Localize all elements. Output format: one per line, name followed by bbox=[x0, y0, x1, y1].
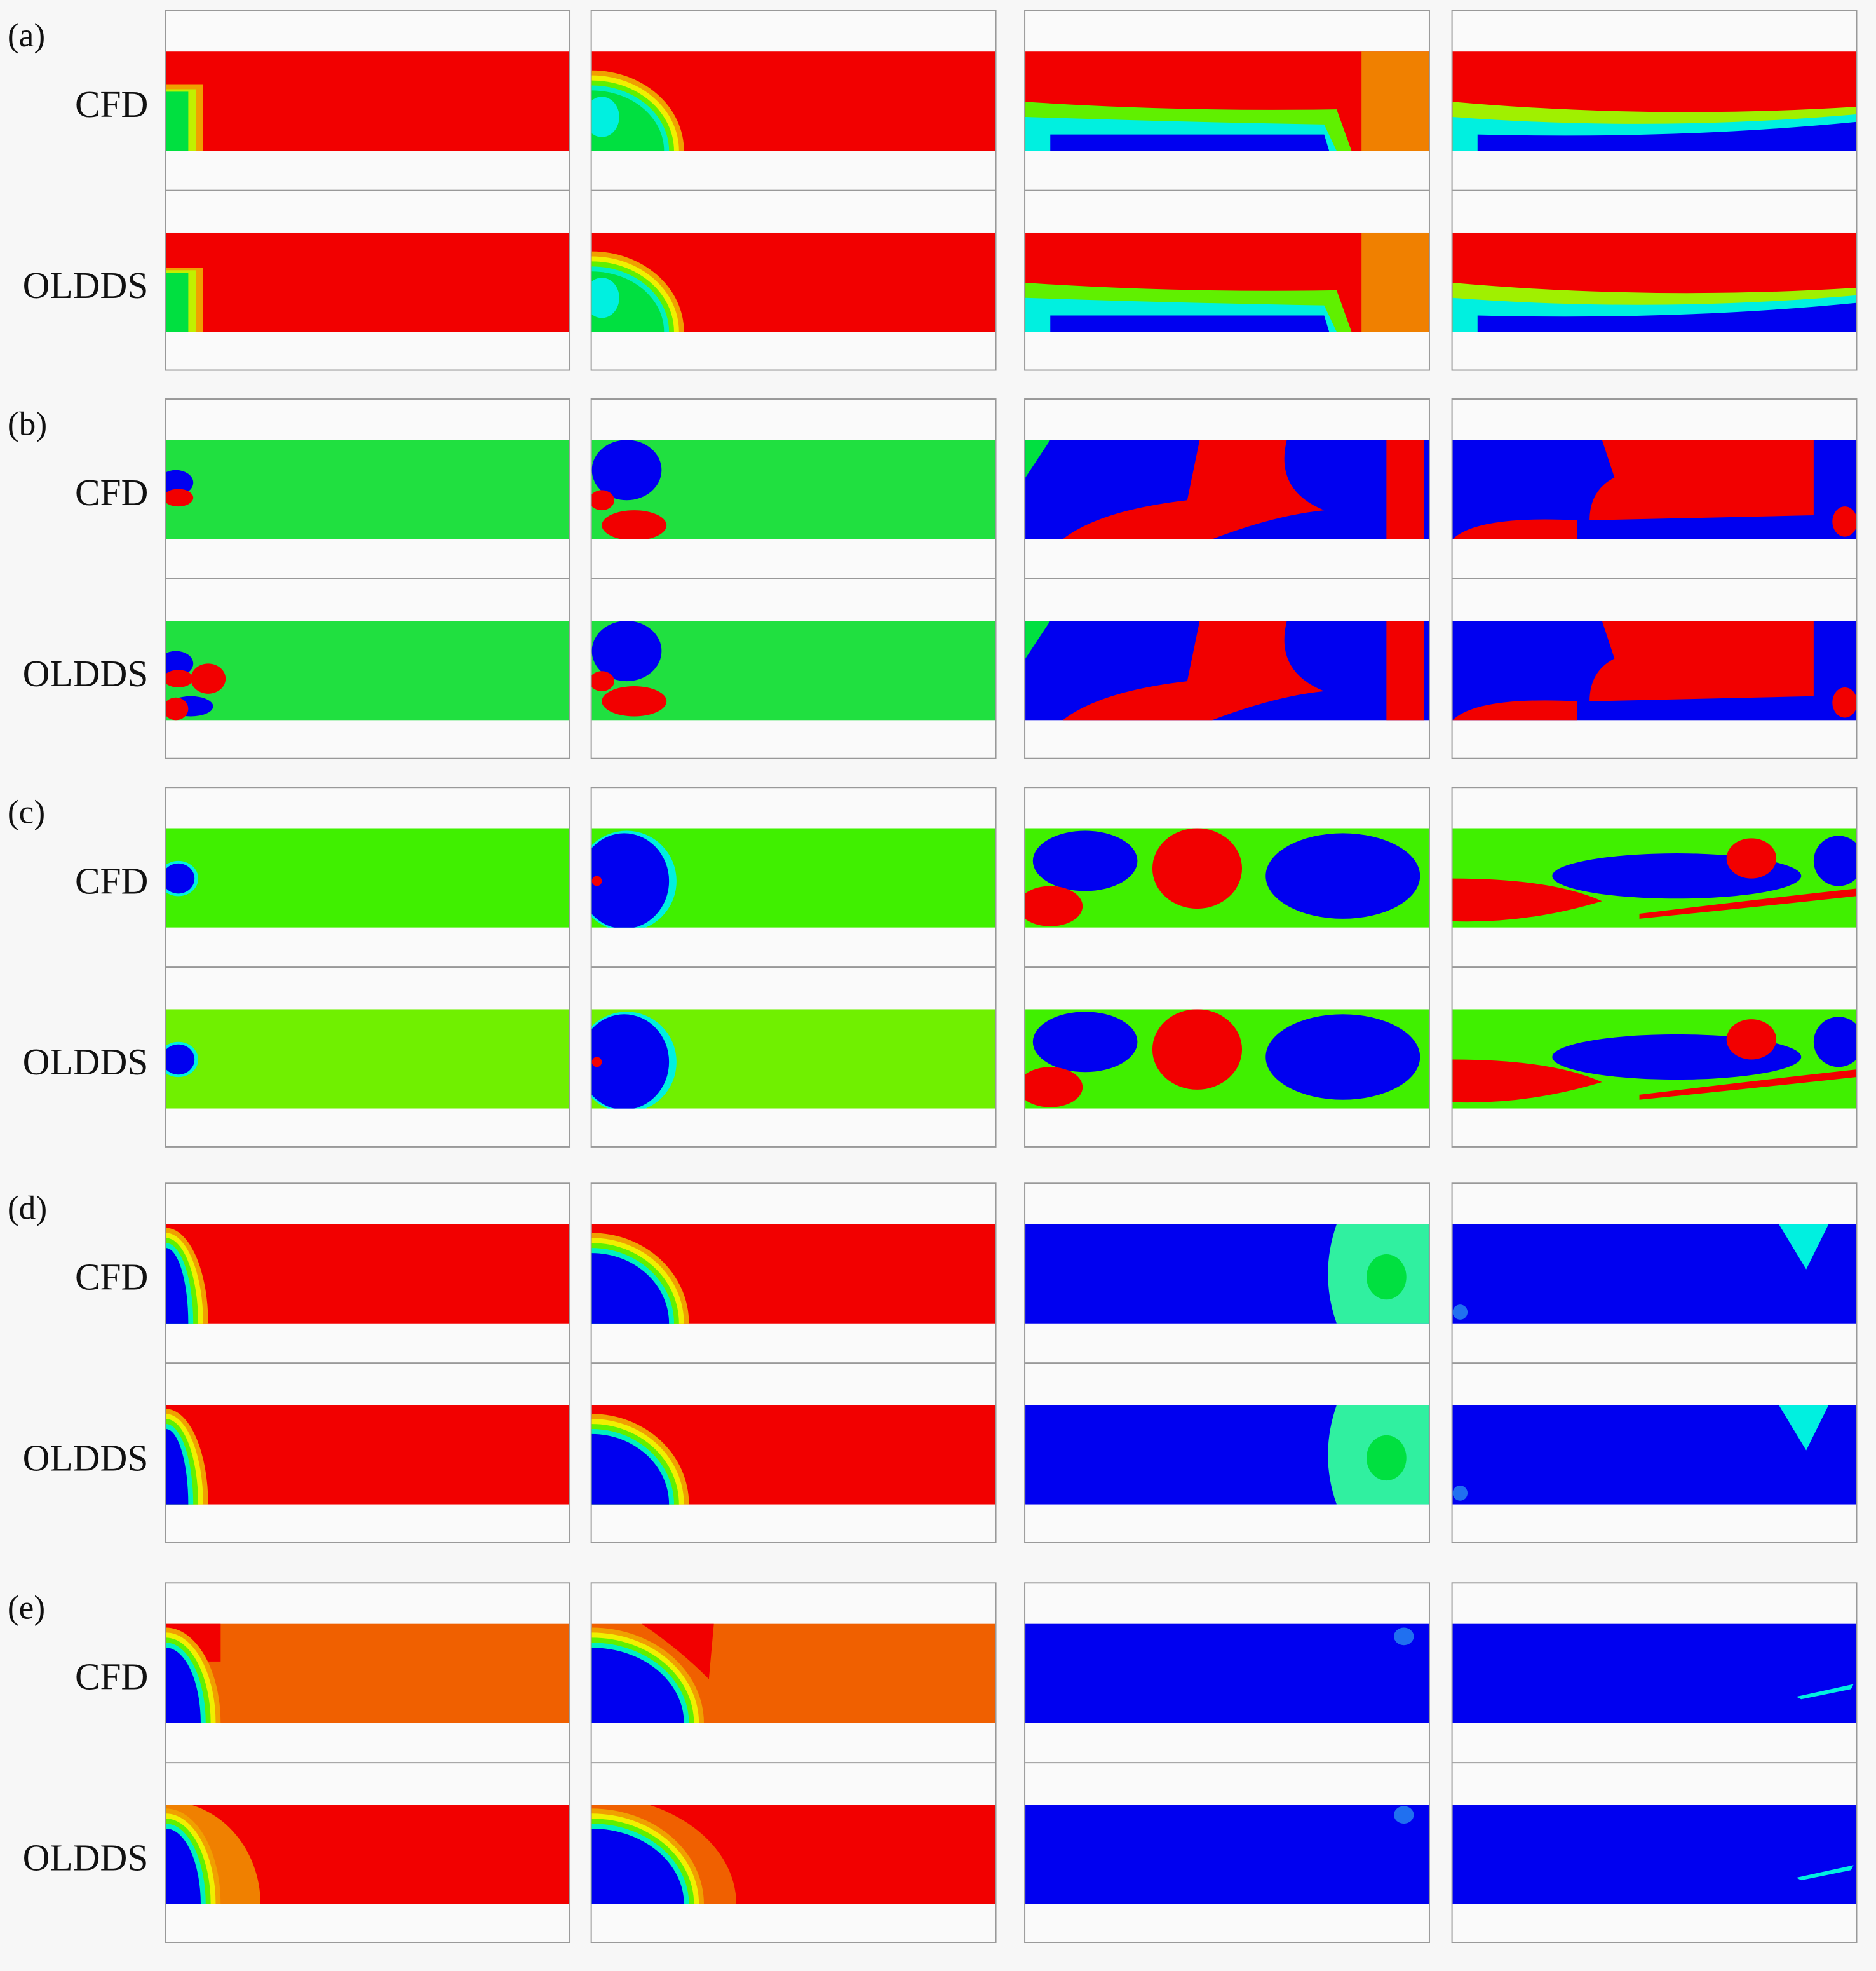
contour-panel-a-3 bbox=[1024, 10, 1430, 371]
divider bbox=[591, 189, 995, 191]
divider bbox=[166, 1762, 570, 1764]
row-label: (b) bbox=[7, 404, 48, 443]
olds-contour-field bbox=[1452, 1405, 1856, 1505]
olds-contour-field bbox=[1025, 232, 1429, 332]
divider bbox=[1025, 1362, 1429, 1364]
divider bbox=[1452, 578, 1856, 579]
method-label-cfd: CFD bbox=[74, 84, 149, 126]
cfd-contour-field bbox=[1025, 1623, 1429, 1723]
contour-panel-a-4 bbox=[1451, 10, 1858, 371]
olds-contour-field bbox=[591, 1009, 995, 1109]
divider bbox=[166, 189, 570, 191]
olds-contour-field bbox=[166, 621, 570, 721]
divider bbox=[1452, 1762, 1856, 1764]
olds-contour-field bbox=[166, 232, 570, 332]
row-label: (e) bbox=[7, 1588, 46, 1627]
method-label-cfd: CFD bbox=[74, 1257, 149, 1299]
olds-contour-field bbox=[591, 1805, 995, 1904]
cfd-contour-field bbox=[166, 51, 570, 151]
olds-contour-field bbox=[1025, 1009, 1429, 1109]
divider bbox=[166, 578, 570, 579]
contour-panel-b-3 bbox=[1024, 398, 1430, 759]
cfd-contour-field bbox=[166, 440, 570, 539]
divider bbox=[591, 1762, 995, 1764]
cfd-contour-field bbox=[591, 1623, 995, 1723]
olds-contour-field bbox=[166, 1009, 570, 1109]
contour-panel-e-1 bbox=[165, 1582, 571, 1943]
divider bbox=[1025, 1762, 1429, 1764]
row-label: (d) bbox=[7, 1189, 48, 1227]
row-label: (a) bbox=[7, 16, 46, 55]
contour-panel-d-1 bbox=[165, 1182, 571, 1543]
contour-panel-e-4 bbox=[1451, 1582, 1858, 1943]
contour-panel-e-3 bbox=[1024, 1582, 1430, 1943]
divider bbox=[1452, 966, 1856, 968]
olds-contour-field bbox=[1452, 621, 1856, 721]
cfd-contour-field bbox=[166, 828, 570, 928]
cfd-contour-field bbox=[166, 1224, 570, 1324]
divider bbox=[591, 966, 995, 968]
contour-panel-c-3 bbox=[1024, 787, 1430, 1148]
cfd-contour-field bbox=[1452, 51, 1856, 151]
method-label-cfd: CFD bbox=[74, 1656, 149, 1698]
olds-contour-field bbox=[166, 1405, 570, 1505]
olds-contour-field bbox=[1025, 1805, 1429, 1904]
olds-contour-field bbox=[1452, 1805, 1856, 1904]
cfd-contour-field bbox=[591, 1224, 995, 1324]
method-label-cfd: CFD bbox=[74, 860, 149, 903]
contour-panel-d-2 bbox=[590, 1182, 997, 1543]
olds-contour-field bbox=[591, 621, 995, 721]
olds-contour-field bbox=[1025, 1405, 1429, 1505]
divider bbox=[591, 578, 995, 579]
cfd-contour-field bbox=[166, 1623, 570, 1723]
olds-contour-field bbox=[1025, 621, 1429, 721]
contour-panel-b-1 bbox=[165, 398, 571, 759]
cfd-contour-field bbox=[1452, 1224, 1856, 1324]
cfd-contour-field bbox=[591, 440, 995, 539]
contour-panel-a-2 bbox=[590, 10, 997, 371]
olds-contour-field bbox=[591, 232, 995, 332]
cfd-contour-field bbox=[1452, 440, 1856, 539]
contour-panel-c-4 bbox=[1451, 787, 1858, 1148]
cfd-contour-field bbox=[1452, 828, 1856, 928]
divider bbox=[1025, 578, 1429, 579]
contour-panel-d-4 bbox=[1451, 1182, 1858, 1543]
cfd-contour-field bbox=[1025, 440, 1429, 539]
contour-panel-a-1 bbox=[165, 10, 571, 371]
divider bbox=[1025, 189, 1429, 191]
divider bbox=[1452, 1362, 1856, 1364]
contour-panel-b-2 bbox=[590, 398, 997, 759]
divider bbox=[591, 1362, 995, 1364]
olds-contour-field bbox=[166, 1805, 570, 1904]
method-label-oldds: OLDDS bbox=[22, 265, 149, 307]
olds-contour-field bbox=[1452, 232, 1856, 332]
cfd-contour-field bbox=[1025, 828, 1429, 928]
contour-panel-e-2 bbox=[590, 1582, 997, 1943]
method-label-oldds: OLDDS bbox=[22, 1437, 149, 1480]
cfd-contour-field bbox=[1025, 51, 1429, 151]
contour-panel-c-2 bbox=[590, 787, 997, 1148]
contour-panel-c-1 bbox=[165, 787, 571, 1148]
method-label-oldds: OLDDS bbox=[22, 1837, 149, 1880]
method-label-cfd: CFD bbox=[74, 472, 149, 515]
cfd-contour-field bbox=[591, 828, 995, 928]
divider bbox=[166, 966, 570, 968]
cfd-contour-field bbox=[1452, 1623, 1856, 1723]
olds-contour-field bbox=[1452, 1009, 1856, 1109]
divider bbox=[1025, 966, 1429, 968]
olds-contour-field bbox=[591, 1405, 995, 1505]
divider bbox=[166, 1362, 570, 1364]
divider bbox=[1452, 189, 1856, 191]
method-label-oldds: OLDDS bbox=[22, 653, 149, 695]
method-label-oldds: OLDDS bbox=[22, 1041, 149, 1084]
contour-panel-b-4 bbox=[1451, 398, 1858, 759]
contour-panel-d-3 bbox=[1024, 1182, 1430, 1543]
row-label: (c) bbox=[7, 793, 46, 831]
cfd-contour-field bbox=[1025, 1224, 1429, 1324]
cfd-contour-field bbox=[591, 51, 995, 151]
